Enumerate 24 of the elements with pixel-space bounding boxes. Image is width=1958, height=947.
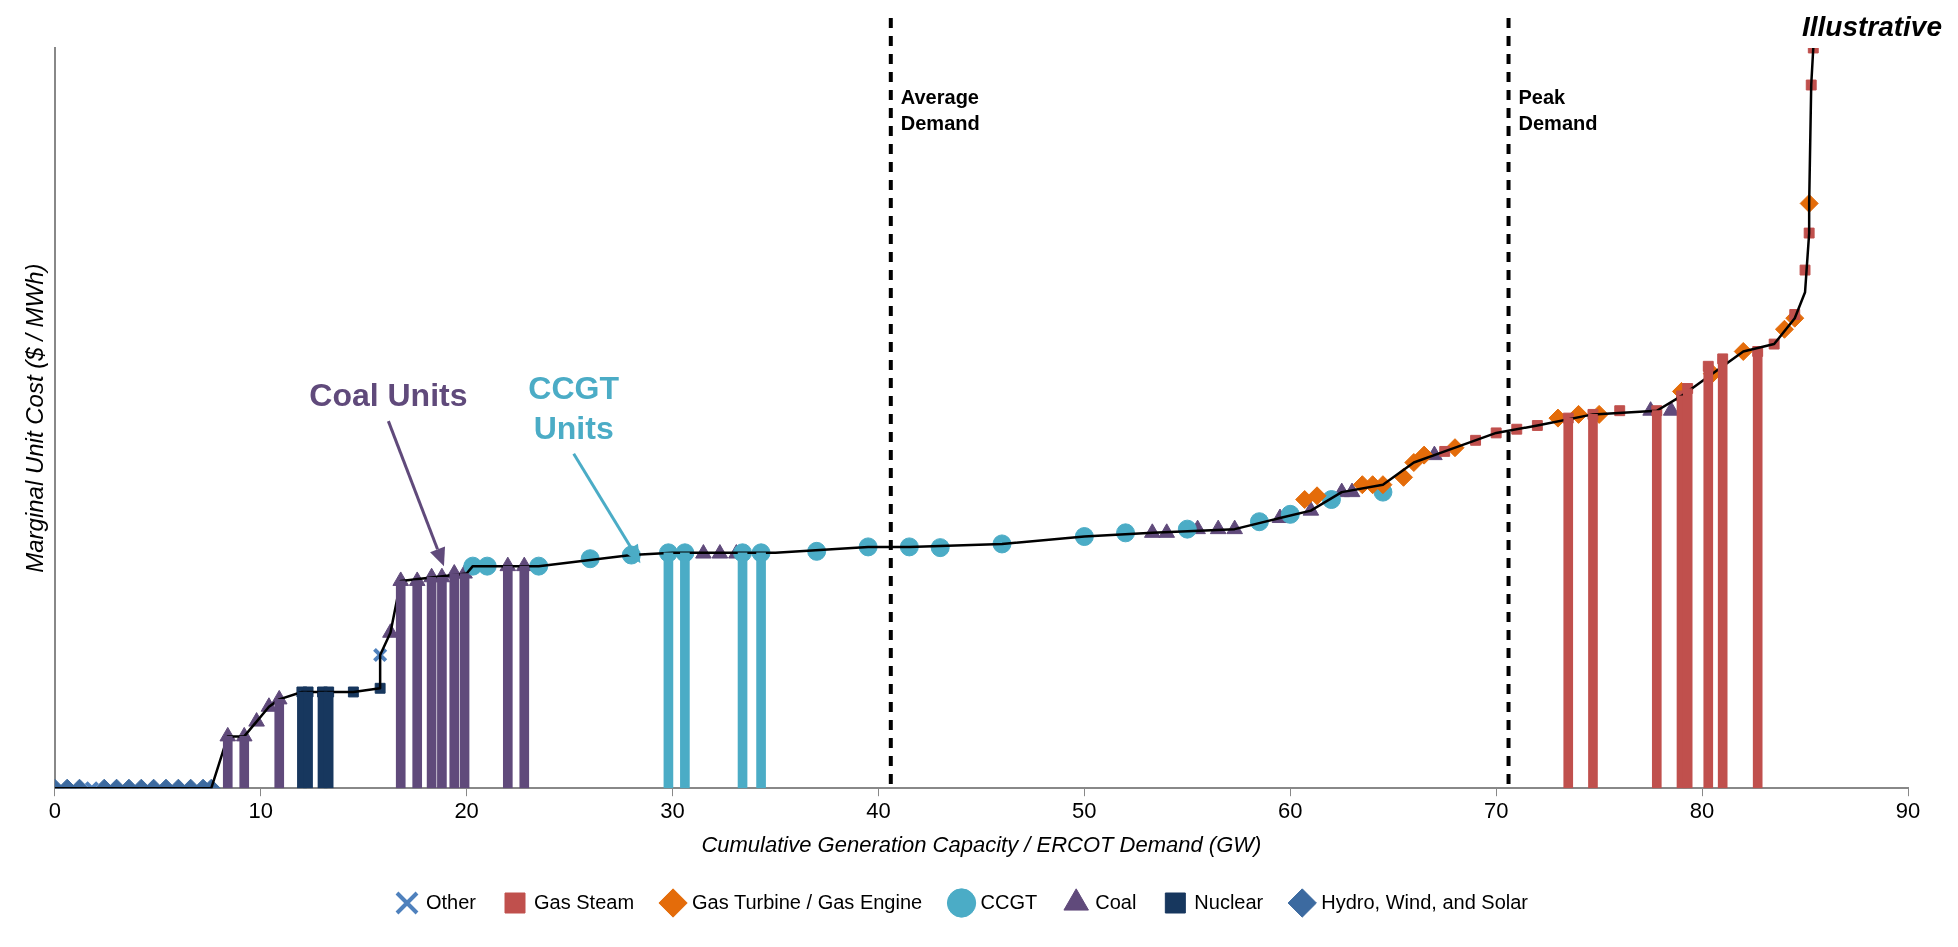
y-axis-title: Marginal Unit Cost ($ / MWh) xyxy=(21,263,49,573)
legend-label: CCGT xyxy=(980,890,1038,913)
x-tick-label: 50 xyxy=(1072,798,1097,824)
ref-line-label: Peak Demand xyxy=(1518,85,1598,134)
legend-label: Gas Turbine / Gas Engine xyxy=(692,890,923,913)
x-tick-label: 80 xyxy=(1689,798,1715,824)
x-tick-label: 70 xyxy=(1483,798,1509,824)
x-tick-label: 0 xyxy=(48,798,61,824)
x-axis-title: Cumulative Generation Capacity / ERCOT Demand (GW) xyxy=(701,831,1262,857)
legend-label: Other xyxy=(425,890,477,913)
legend-label: Nuclear xyxy=(1194,890,1264,913)
x-tick-label: 60 xyxy=(1278,798,1303,824)
text: Illustrative xyxy=(1801,10,1942,42)
x-tick-label: 40 xyxy=(866,798,891,824)
x-tick-label: 10 xyxy=(248,798,273,824)
legend-label: Hydro, Wind, and Solar xyxy=(1321,890,1529,913)
x-tick-label: 90 xyxy=(1895,798,1921,824)
annotation: Coal Units xyxy=(309,376,468,413)
legend-label: Coal xyxy=(1095,890,1137,913)
x-tick-label: 30 xyxy=(660,798,685,824)
annotation: CCGT Units xyxy=(528,369,620,446)
ref-line-label: Average Demand xyxy=(900,85,980,134)
legend-label: Gas Steam xyxy=(534,890,635,913)
x-tick-label: 20 xyxy=(454,798,479,824)
